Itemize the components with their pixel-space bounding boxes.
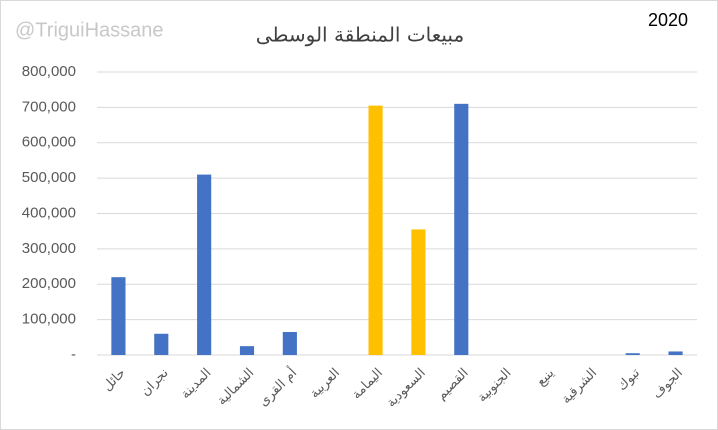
- year-label: 2020: [648, 10, 688, 30]
- bar: [368, 105, 383, 355]
- y-tick-label: 800,000: [22, 63, 76, 80]
- bar: [411, 229, 426, 355]
- bar: [454, 103, 469, 356]
- y-tick-label: 600,000: [22, 134, 76, 151]
- y-tick-label: 300,000: [22, 240, 76, 257]
- y-tick-label: 200,000: [22, 275, 76, 292]
- bar: [625, 353, 640, 355]
- bar: [154, 333, 169, 355]
- watermark: @TriguiHassane: [15, 19, 164, 41]
- y-tick-label: -: [71, 346, 76, 363]
- chart-title: مبيعات المنطقة الوسطى: [256, 23, 464, 47]
- y-tick-label: 400,000: [22, 204, 76, 221]
- bar: [111, 277, 126, 355]
- y-tick-label: 100,000: [22, 311, 76, 328]
- bar: [668, 351, 683, 355]
- y-tick-label: 700,000: [22, 98, 76, 115]
- bar: [197, 174, 212, 355]
- bar: [239, 346, 255, 355]
- bar: [282, 332, 297, 355]
- y-tick-label: 500,000: [22, 169, 76, 186]
